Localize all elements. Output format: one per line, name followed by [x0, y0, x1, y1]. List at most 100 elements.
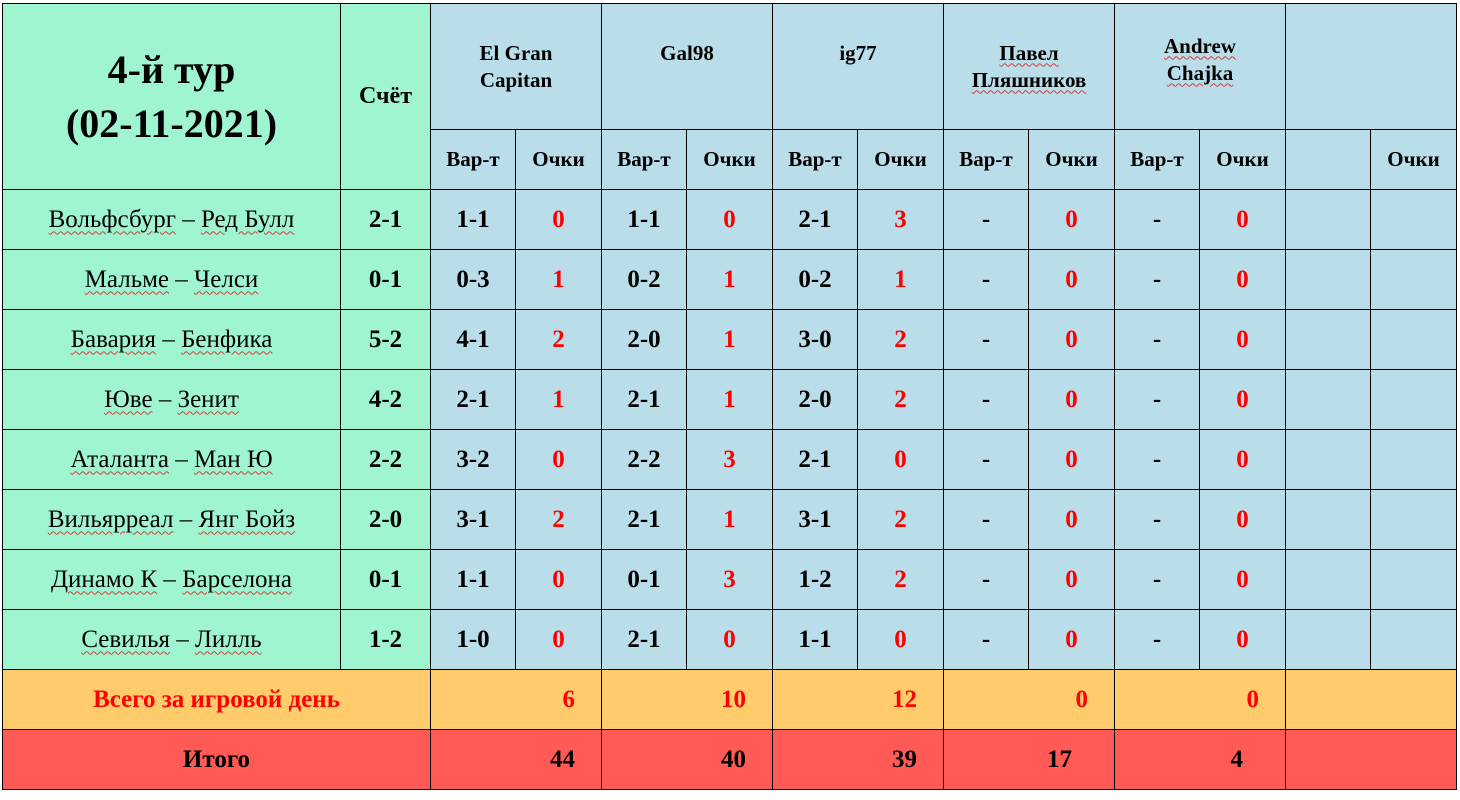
- day-total-value: 0: [943, 669, 1115, 730]
- player-pick: 0-2: [601, 249, 687, 310]
- empty-cell: [1285, 609, 1371, 670]
- away-team: Янг Бойз: [198, 505, 296, 533]
- empty-cell: [1285, 249, 1371, 310]
- match-dash: –: [168, 445, 194, 473]
- player-points: 0: [1199, 429, 1286, 490]
- player-pick: -: [1114, 249, 1200, 310]
- match-dash: –: [169, 265, 195, 293]
- match-name: Севилья – Лилль: [2, 609, 341, 670]
- pick-header: Вар-т: [1114, 129, 1200, 190]
- empty-cell: [1285, 489, 1371, 550]
- away-team: Челси: [194, 265, 259, 293]
- points-header: Очки: [857, 129, 944, 190]
- day-total-value: 12: [772, 669, 944, 730]
- points-header: Очки: [1199, 129, 1286, 190]
- grand-total-label: Итого: [2, 729, 431, 790]
- player-pick: 3-1: [430, 489, 516, 550]
- home-team: Вольфсбург: [48, 205, 176, 233]
- player-points: 0: [1028, 429, 1115, 490]
- player-pick: 0-1: [601, 549, 687, 610]
- match-name: Динамо К – Барселона: [2, 549, 341, 610]
- empty-cell: [1370, 249, 1457, 310]
- player-points: 0: [515, 549, 602, 610]
- player-pick: 2-1: [772, 429, 858, 490]
- player-points: 0: [515, 429, 602, 490]
- player-points: 0: [1199, 489, 1286, 550]
- player-pick: 3-0: [772, 309, 858, 370]
- match-row: Мальме – Челси 0-1 0-3 1 0-2 1 0-2 1-0-0: [2, 249, 1457, 310]
- player-points: 1: [515, 249, 602, 310]
- away-team: Ред Булл: [200, 205, 295, 233]
- match-dash: –: [169, 625, 195, 653]
- round-title: 4-й тур (02-11-2021): [2, 3, 341, 190]
- player-points: 0: [686, 189, 773, 250]
- player-pick: -: [943, 429, 1029, 490]
- match-score: 4-2: [340, 369, 431, 430]
- match-dash: –: [173, 505, 199, 533]
- match-score: 2-0: [340, 489, 431, 550]
- player-points: 2: [857, 369, 944, 430]
- player-pick: -: [943, 489, 1029, 550]
- player-points: 0: [1028, 189, 1115, 250]
- grand-total-value: 4: [1114, 729, 1286, 790]
- points-header: Очки: [1028, 129, 1115, 190]
- match-dash: –: [152, 385, 178, 413]
- player-pick: -: [1114, 429, 1200, 490]
- player-points: 0: [1028, 249, 1115, 310]
- player-points: 1: [686, 309, 773, 370]
- grand-total-value: 17: [943, 729, 1115, 790]
- player-name-2: Gal98: [601, 3, 773, 130]
- match-name: Бавария – Бенфика: [2, 309, 341, 370]
- player-points: 2: [857, 309, 944, 370]
- match-score: 5-2: [340, 309, 431, 370]
- player-pick: 3-2: [430, 429, 516, 490]
- empty-cell: [1370, 609, 1457, 670]
- match-name: Вильярреал – Янг Бойз: [2, 489, 341, 550]
- player-points: 0: [686, 609, 773, 670]
- player-pick: -: [1114, 369, 1200, 430]
- round-date: (02-11-2021): [65, 100, 278, 146]
- day-total-label: Всего за игровой день: [2, 669, 431, 730]
- player-points: 2: [515, 309, 602, 370]
- match-rows: Вольфсбург – Ред Булл 2-1 1-1 0 1-1 0 2-1 3-0-0…: [2, 189, 1457, 670]
- empty-cell: [1285, 309, 1371, 370]
- player-pick: -: [943, 249, 1029, 310]
- player-pick: -: [1114, 189, 1200, 250]
- player-pick: 1-1: [430, 549, 516, 610]
- player-pick: 2-2: [601, 429, 687, 490]
- empty-cell: [1370, 489, 1457, 550]
- points-header: Очки: [515, 129, 602, 190]
- standings-table: 4-й тур (02-11-2021) Счёт El Gran Capita…: [2, 3, 1457, 790]
- player-points: 1: [686, 369, 773, 430]
- header-row-names: 4-й тур (02-11-2021) Счёт El Gran Capita…: [2, 3, 1457, 190]
- player-pick: -: [943, 609, 1029, 670]
- day-total-value: 0: [1114, 669, 1286, 730]
- empty-cell: [1370, 549, 1457, 610]
- player-pick: 2-1: [601, 489, 687, 550]
- player-pick: 3-1: [772, 489, 858, 550]
- player-pick: 1-1: [772, 609, 858, 670]
- match-score: 0-1: [340, 549, 431, 610]
- player-points: 0: [1028, 489, 1115, 550]
- pick-header: Вар-т: [601, 129, 687, 190]
- player-pick: -: [943, 549, 1029, 610]
- round-title-line1: 4-й тур: [107, 46, 236, 92]
- player-pick: 2-1: [430, 369, 516, 430]
- grand-total-row: Итого 44 40 39 17 4: [2, 729, 1457, 790]
- empty-cell: [1370, 309, 1457, 370]
- match-dash: –: [157, 565, 183, 593]
- player-pick: -: [1114, 609, 1200, 670]
- match-dash: –: [156, 325, 182, 353]
- player-points: 1: [515, 369, 602, 430]
- pick-header: Вар-т: [943, 129, 1029, 190]
- home-team: Бавария: [70, 325, 157, 353]
- match-row: Аталанта – Ман Ю 2-2 3-2 0 2-2 3 2-1 0-0-0: [2, 429, 1457, 490]
- home-team: Динамо К: [50, 565, 158, 593]
- player-points: 0: [515, 609, 602, 670]
- player-pick: 2-0: [601, 309, 687, 370]
- match-row: Вильярреал – Янг Бойз 2-0 3-1 2 2-1 1 3-1 2-0-0: [2, 489, 1457, 550]
- player-pick: 4-1: [430, 309, 516, 370]
- player-pick: -: [943, 369, 1029, 430]
- player-points: 0: [1199, 549, 1286, 610]
- home-team: Аталанта: [70, 445, 169, 473]
